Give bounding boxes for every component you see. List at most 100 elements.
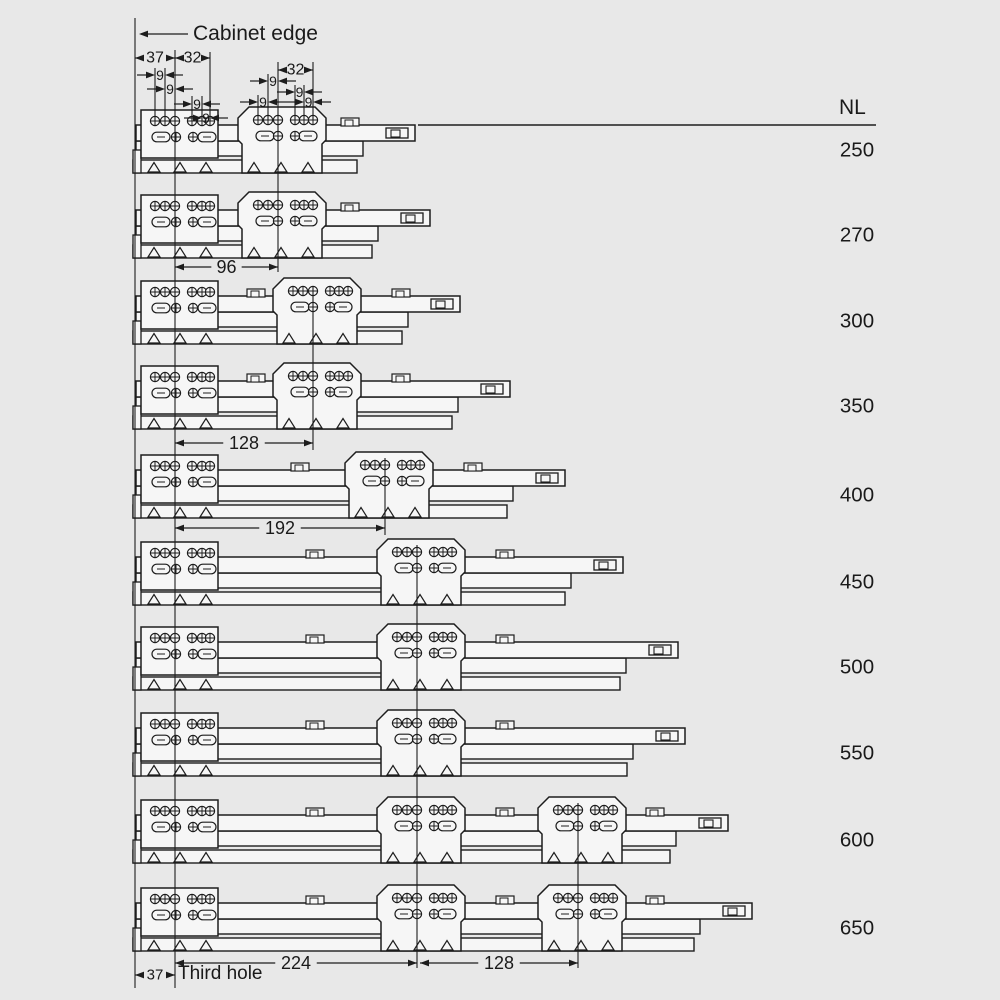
flange-hook-triangle [198, 939, 214, 951]
clip-tab-notch [344, 204, 354, 212]
rail-end-hook-notch [703, 819, 714, 828]
flange-hook-triangle [281, 417, 297, 429]
cabinet-edge-label: Cabinet edge [193, 22, 318, 45]
nl-value-300: 300 [840, 310, 874, 333]
front-bracket-cap [132, 320, 142, 345]
screw-hole [186, 632, 198, 644]
flange-hook-triangle [172, 851, 188, 863]
flange-hook-triangle [146, 678, 162, 690]
dimension-9: 9 [250, 73, 296, 89]
slot-hole [197, 821, 217, 833]
front-bracket-cap [132, 839, 142, 864]
screw-hole [289, 130, 301, 142]
slide-row-270 [132, 191, 431, 259]
screw-hole [186, 460, 198, 472]
dimension-label: 32 [184, 50, 202, 67]
rail-end-hook-notch [405, 214, 416, 223]
clip-tab-notch [309, 722, 319, 730]
slot-hole [151, 648, 171, 660]
rail-end-hook-notch [435, 300, 446, 309]
nl-value-350: 350 [840, 395, 874, 418]
dimension-9: 9 [277, 84, 322, 100]
arrowhead [166, 54, 175, 62]
flange-hook-triangle [172, 417, 188, 429]
screw-hole [159, 718, 171, 730]
slot-hole [197, 734, 217, 746]
flange-hook-triangle [300, 246, 316, 258]
clip-tab-notch [250, 375, 260, 383]
rail-end-hook-notch [653, 646, 664, 655]
rail-end-hook-notch [485, 385, 496, 394]
slot-hole [255, 215, 275, 227]
flange-hook-triangle [246, 161, 262, 173]
dimension-label: 128 [484, 953, 514, 973]
screw-hole [598, 804, 610, 816]
slot-hole [197, 216, 217, 228]
screw-hole [252, 199, 264, 211]
screw-hole [446, 804, 458, 816]
screw-hole [324, 386, 336, 398]
dimension-label: 37 [147, 967, 164, 984]
arrowhead [408, 959, 417, 967]
screw-hole [159, 547, 171, 559]
rail-end-hook-notch [727, 907, 738, 916]
flange-hook-triangle [172, 506, 188, 518]
arrowhead [278, 66, 287, 74]
flange-hook-triangle [600, 939, 616, 951]
screw-hole [187, 302, 199, 314]
screw-hole [170, 131, 182, 143]
dimension-224: 224 [175, 953, 417, 973]
screw-hole [187, 821, 199, 833]
dimension-label: 9 [305, 94, 313, 110]
screw-hole [159, 371, 171, 383]
dimension-128: 128 [420, 953, 578, 973]
screw-hole [149, 718, 161, 730]
screw-hole [159, 460, 171, 472]
screw-hole [289, 199, 301, 211]
dimension-37: 37 [135, 50, 175, 67]
screw-hole [204, 200, 216, 212]
slot-hole [394, 733, 414, 745]
arrowhead [156, 85, 165, 93]
nl-column-header: NL [839, 96, 866, 119]
screw-hole [607, 804, 619, 816]
flange-hook-triangle [198, 593, 214, 605]
flange-hook-triangle [198, 678, 214, 690]
screw-hole [552, 804, 564, 816]
screw-hole [401, 546, 413, 558]
screw-hole [187, 563, 199, 575]
clip-tab-notch [309, 636, 319, 644]
screw-hole [149, 286, 161, 298]
arrowhead [139, 30, 148, 38]
dimension-9: 9 [286, 94, 331, 110]
flange-hook-triangle [198, 764, 214, 776]
arrowhead [249, 98, 258, 106]
flange-hook-triangle [172, 939, 188, 951]
slide-row-650 [132, 884, 753, 952]
dimension-9: 9 [147, 81, 193, 97]
slot-hole [151, 563, 171, 575]
slot-hole [298, 215, 318, 227]
screw-hole [186, 893, 198, 905]
clip-tab-notch [499, 809, 509, 817]
arrowhead [175, 54, 184, 62]
screw-hole [428, 908, 440, 920]
slot-hole [151, 387, 171, 399]
screw-hole [428, 631, 440, 643]
screw-hole [562, 892, 574, 904]
screw-hole [437, 717, 449, 729]
nl-value-550: 550 [840, 742, 874, 765]
slot-hole [298, 130, 318, 142]
arrowhead [304, 88, 313, 96]
front-bracket-cap [132, 666, 142, 691]
screw-hole [446, 892, 458, 904]
flange-hook-triangle [146, 593, 162, 605]
screw-hole [170, 476, 182, 488]
front-bracket-cap [132, 752, 142, 777]
slot-hole [151, 734, 171, 746]
screw-hole [149, 893, 161, 905]
screw-hole [562, 804, 574, 816]
flange-hook-triangle [246, 246, 262, 258]
slot-hole [290, 386, 310, 398]
screw-hole [428, 647, 440, 659]
